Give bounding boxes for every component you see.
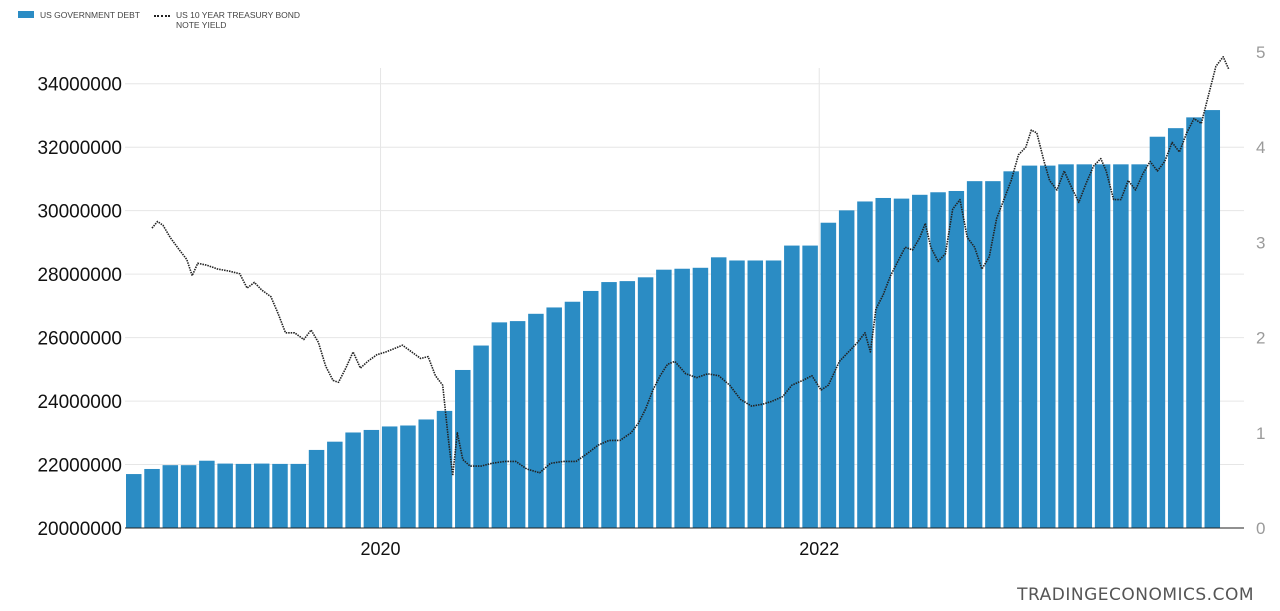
left-tick-label: 32000000 bbox=[37, 138, 122, 159]
right-tick-label: 1 bbox=[1256, 424, 1265, 443]
debt-bar bbox=[290, 463, 307, 528]
debt-bar bbox=[1021, 165, 1038, 528]
debt-bar bbox=[784, 245, 800, 528]
debt-bar bbox=[455, 369, 471, 528]
left-tick-label: 34000000 bbox=[37, 75, 122, 96]
debt-bar bbox=[235, 463, 252, 528]
right-tick-label: 5 bbox=[1256, 43, 1265, 62]
left-tick-label: 26000000 bbox=[37, 329, 122, 350]
debt-bar bbox=[930, 192, 946, 528]
debt-bar bbox=[217, 463, 233, 528]
debt-bar bbox=[1003, 171, 1019, 529]
debt-bar bbox=[381, 426, 398, 528]
debt-bar bbox=[820, 222, 837, 528]
debt-bar bbox=[473, 345, 489, 528]
legend-label-yield: US 10 YEAR TREASURY BOND NOTE YIELD bbox=[176, 10, 300, 30]
debt-bar bbox=[747, 260, 764, 528]
debt-bar bbox=[912, 194, 928, 529]
yield-line bbox=[151, 56, 1230, 477]
debt-bar bbox=[692, 267, 709, 528]
debt-bar bbox=[199, 460, 215, 528]
debt-bar bbox=[1131, 164, 1147, 528]
debt-bar bbox=[126, 474, 142, 528]
legend-label-yield-line2: NOTE YIELD bbox=[175, 20, 227, 30]
debt-bar bbox=[601, 282, 617, 528]
debt-bars bbox=[126, 110, 1221, 529]
right-tick-label: 3 bbox=[1256, 233, 1265, 252]
debt-bar bbox=[1040, 165, 1056, 528]
left-tick-label: 20000000 bbox=[37, 519, 122, 540]
debt-bar bbox=[948, 190, 965, 528]
yield-line-path bbox=[151, 56, 1230, 477]
debt-bar bbox=[1149, 136, 1166, 528]
debt-bar bbox=[546, 307, 562, 528]
debt-bar bbox=[491, 322, 508, 528]
debt-bar bbox=[765, 260, 782, 528]
debt-bar bbox=[985, 181, 1001, 528]
debt-bar bbox=[1076, 164, 1093, 528]
x-axis: 2020 2022 bbox=[125, 527, 1244, 559]
debt-bar bbox=[893, 198, 910, 528]
debt-bar bbox=[436, 410, 453, 528]
left-tick-label: 30000000 bbox=[37, 202, 122, 223]
debt-bar bbox=[162, 465, 179, 528]
chart-legend: US GOVERNMENT DEBT US 10 YEAR TREASURY B… bbox=[18, 10, 300, 34]
debt-bar bbox=[327, 441, 343, 528]
right-tick-label: 0 bbox=[1256, 519, 1265, 538]
debt-bar bbox=[400, 425, 416, 528]
debt-bar bbox=[729, 260, 745, 528]
debt-bar bbox=[674, 268, 690, 528]
right-tick-label: 2 bbox=[1256, 329, 1265, 348]
debt-bar bbox=[583, 290, 599, 528]
watermark: TRADINGECONOMICS.COM bbox=[1017, 585, 1254, 605]
debt-bar bbox=[1113, 164, 1129, 528]
debt-bar bbox=[966, 181, 983, 528]
debt-bar bbox=[528, 313, 544, 528]
left-tick-label: 24000000 bbox=[37, 392, 122, 413]
left-axis: 20000000 22000000 24000000 26000000 28000000… bbox=[37, 75, 122, 540]
left-tick-label: 28000000 bbox=[37, 265, 122, 286]
debt-bar bbox=[1058, 164, 1074, 528]
debt-bar bbox=[308, 449, 325, 528]
debt-bar bbox=[272, 463, 288, 528]
left-tick-label: 22000000 bbox=[37, 456, 122, 477]
debt-bar bbox=[875, 197, 891, 528]
debt-bar bbox=[1204, 110, 1221, 529]
right-axis: 0 1 2 3 4 5 bbox=[1256, 43, 1265, 538]
debt-bar bbox=[802, 245, 818, 528]
debt-bar bbox=[509, 321, 526, 528]
x-tick-label: 2020 bbox=[361, 539, 401, 559]
debt-bar bbox=[253, 463, 270, 528]
debt-bar bbox=[345, 432, 361, 528]
right-tick-label: 4 bbox=[1256, 138, 1265, 157]
legend-label-debt: US GOVERNMENT DEBT bbox=[40, 10, 140, 20]
x-tick-label: 2022 bbox=[799, 539, 839, 559]
debt-bar bbox=[1186, 117, 1202, 528]
legend-swatch-yield bbox=[153, 15, 170, 17]
legend-swatch-debt bbox=[18, 11, 34, 18]
legend-label-yield-line1: US 10 YEAR TREASURY BOND bbox=[175, 10, 301, 20]
debt-bar bbox=[656, 269, 672, 528]
debt-bar bbox=[637, 277, 654, 528]
debt-bar bbox=[1167, 128, 1184, 528]
debt-bar bbox=[564, 301, 581, 528]
legend-item-debt[interactable]: US GOVERNMENT DEBT bbox=[18, 10, 140, 20]
debt-bar bbox=[857, 201, 873, 529]
debt-bar bbox=[180, 465, 197, 528]
debt-bar bbox=[1094, 164, 1111, 528]
debt-bar bbox=[418, 419, 434, 528]
legend-item-yield[interactable]: US 10 YEAR TREASURY BOND NOTE YIELD bbox=[153, 10, 300, 30]
debt-bar bbox=[144, 468, 160, 528]
debt-bar bbox=[619, 281, 636, 528]
debt-bar bbox=[363, 429, 380, 528]
debt-bar bbox=[710, 257, 727, 528]
debt-bar bbox=[838, 210, 855, 528]
